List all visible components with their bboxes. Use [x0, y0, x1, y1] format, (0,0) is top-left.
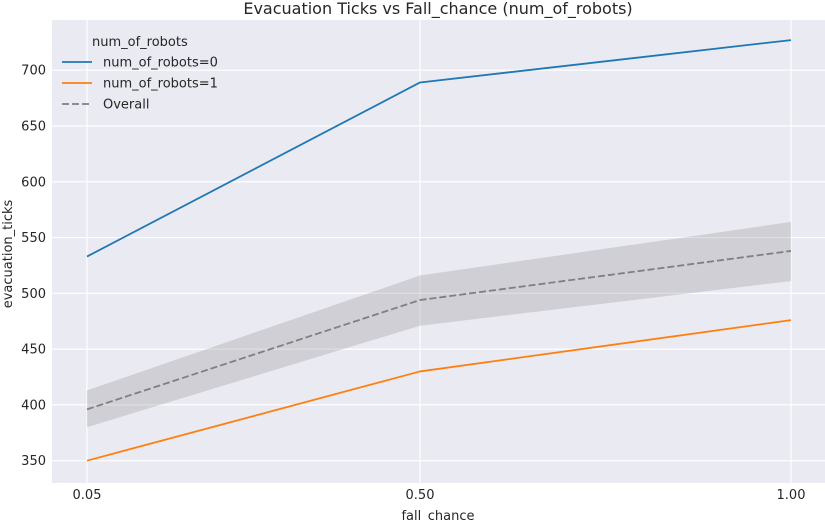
series-line — [86, 39, 792, 258]
y-tick-label: 600 — [21, 175, 46, 190]
series-line — [86, 250, 792, 411]
plot-area — [52, 20, 825, 483]
y-tick-label: 500 — [21, 287, 46, 302]
y-tick-label: 400 — [21, 398, 46, 413]
y-tick-label: 650 — [21, 119, 46, 134]
y-tick-label: 550 — [21, 231, 46, 246]
y-axis-label: evacuation_ticks — [1, 199, 16, 308]
chart-title: Evacuation Ticks vs Fall_chance (num_of_… — [243, 0, 632, 19]
series-line — [86, 319, 792, 462]
y-tick-label: 350 — [21, 454, 46, 469]
legend-label: Overall — [103, 98, 149, 113]
confidence-band — [87, 221, 791, 428]
y-tick-label: 450 — [21, 343, 46, 358]
legend-label: num_of_robots=1 — [103, 77, 218, 92]
x-tick-label: 1.00 — [777, 488, 806, 503]
x-axis-label: fall_chance — [401, 509, 474, 522]
x-tick-label: 0.05 — [73, 488, 102, 503]
legend-title: num_of_robots — [92, 35, 188, 50]
legend-label: num_of_robots=0 — [103, 56, 218, 71]
chart-marks — [86, 39, 792, 462]
legend: num_of_robots num_of_robots=0 num_of_robot… — [62, 35, 218, 113]
tick-labels: 350 400 450 500 550 600 650 700 0.05 0.50 1.00 — [21, 64, 805, 503]
y-tick-label: 700 — [21, 64, 46, 79]
x-tick-label: 0.50 — [406, 488, 435, 503]
